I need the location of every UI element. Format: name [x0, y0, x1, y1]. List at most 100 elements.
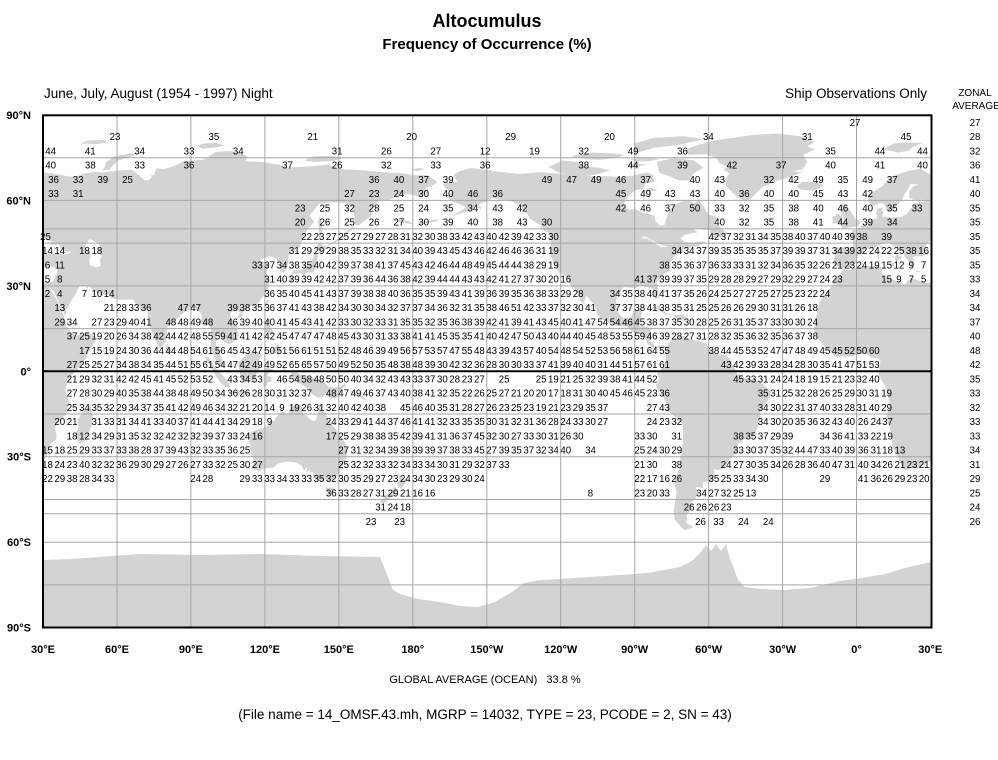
- svg-text:33: 33: [134, 161, 145, 172]
- svg-text:31: 31: [375, 503, 386, 514]
- svg-text:42: 42: [486, 246, 497, 257]
- svg-text:41: 41: [141, 318, 152, 329]
- svg-text:30: 30: [363, 332, 374, 343]
- svg-text:45: 45: [474, 446, 485, 457]
- svg-text:35: 35: [153, 403, 164, 414]
- svg-text:30: 30: [351, 318, 362, 329]
- svg-text:10: 10: [92, 289, 103, 300]
- svg-text:150°E: 150°E: [324, 644, 354, 656]
- svg-text:55: 55: [659, 346, 670, 357]
- svg-text:30: 30: [363, 303, 374, 314]
- svg-text:24: 24: [709, 289, 720, 300]
- svg-text:34: 34: [758, 232, 769, 243]
- svg-text:49: 49: [388, 346, 399, 357]
- svg-text:40: 40: [338, 403, 349, 414]
- svg-text:46: 46: [511, 246, 522, 257]
- svg-text:34: 34: [129, 332, 140, 343]
- svg-text:35: 35: [474, 417, 485, 428]
- svg-text:30: 30: [536, 431, 547, 442]
- svg-text:35: 35: [758, 460, 769, 471]
- svg-text:39: 39: [97, 175, 108, 186]
- svg-text:46: 46: [203, 403, 214, 414]
- svg-text:20: 20: [54, 417, 65, 428]
- svg-text:37: 37: [696, 246, 707, 257]
- svg-text:37: 37: [684, 275, 695, 286]
- svg-text:35: 35: [412, 318, 423, 329]
- svg-text:41: 41: [634, 275, 645, 286]
- svg-text:27: 27: [746, 289, 757, 300]
- svg-text:23: 23: [314, 232, 325, 243]
- svg-text:35: 35: [970, 218, 981, 229]
- svg-text:38: 38: [807, 332, 818, 343]
- svg-text:26: 26: [320, 218, 331, 229]
- svg-text:33: 33: [375, 460, 386, 471]
- svg-text:61: 61: [647, 360, 658, 371]
- svg-text:34: 34: [887, 218, 898, 229]
- svg-text:28: 28: [388, 232, 399, 243]
- svg-text:31: 31: [264, 275, 275, 286]
- svg-text:19: 19: [289, 403, 300, 414]
- svg-text:33: 33: [289, 474, 300, 485]
- svg-text:34: 34: [363, 374, 374, 385]
- svg-text:31: 31: [73, 189, 84, 200]
- svg-text:53: 53: [597, 346, 608, 357]
- svg-text:48: 48: [314, 374, 325, 385]
- svg-text:35: 35: [388, 431, 399, 442]
- svg-text:51: 51: [511, 303, 522, 314]
- svg-text:37: 37: [882, 417, 893, 428]
- svg-text:27: 27: [338, 446, 349, 457]
- svg-text:19: 19: [548, 246, 559, 257]
- svg-text:34: 34: [400, 460, 411, 471]
- svg-text:29: 29: [326, 246, 337, 257]
- svg-text:43: 43: [511, 346, 522, 357]
- svg-text:42: 42: [252, 332, 263, 343]
- svg-text:22: 22: [462, 389, 473, 400]
- svg-text:27: 27: [733, 289, 744, 300]
- svg-text:47: 47: [566, 175, 577, 186]
- svg-text:42: 42: [264, 332, 275, 343]
- svg-text:38: 38: [400, 446, 411, 457]
- svg-text:29: 29: [54, 318, 65, 329]
- svg-text:42: 42: [486, 318, 497, 329]
- svg-text:48: 48: [412, 360, 423, 371]
- svg-text:32: 32: [351, 460, 362, 471]
- svg-text:14: 14: [264, 403, 275, 414]
- svg-text:43: 43: [301, 303, 312, 314]
- svg-text:49: 49: [542, 175, 553, 186]
- svg-text:51: 51: [314, 346, 325, 357]
- svg-text:27: 27: [394, 218, 405, 229]
- svg-text:30: 30: [770, 417, 781, 428]
- svg-text:22: 22: [301, 232, 312, 243]
- svg-text:33: 33: [858, 431, 869, 442]
- svg-text:26: 26: [178, 460, 189, 471]
- svg-text:27: 27: [92, 318, 103, 329]
- svg-text:34: 34: [79, 403, 90, 414]
- svg-text:33: 33: [104, 417, 115, 428]
- svg-text:41: 41: [425, 332, 436, 343]
- svg-text:36: 36: [141, 303, 152, 314]
- svg-text:37: 37: [338, 275, 349, 286]
- svg-text:43: 43: [721, 360, 732, 371]
- svg-text:48: 48: [597, 332, 608, 343]
- svg-text:50: 50: [264, 346, 275, 357]
- svg-text:40: 40: [597, 389, 608, 400]
- svg-text:23: 23: [844, 374, 855, 385]
- svg-text:43: 43: [486, 346, 497, 357]
- svg-text:50: 50: [338, 374, 349, 385]
- svg-text:38: 38: [338, 246, 349, 257]
- svg-text:23: 23: [462, 374, 473, 385]
- svg-text:23: 23: [499, 403, 510, 414]
- svg-text:37: 37: [770, 246, 781, 257]
- svg-text:34: 34: [970, 446, 981, 457]
- svg-text:35: 35: [838, 175, 849, 186]
- svg-text:49: 49: [190, 318, 201, 329]
- svg-text:42: 42: [351, 403, 362, 414]
- svg-text:23: 23: [523, 403, 534, 414]
- svg-text:30: 30: [548, 232, 559, 243]
- svg-text:32: 32: [437, 389, 448, 400]
- svg-text:22: 22: [783, 403, 794, 414]
- svg-text:34: 34: [375, 446, 386, 457]
- svg-text:36: 36: [807, 460, 818, 471]
- svg-text:33: 33: [264, 474, 275, 485]
- svg-text:49: 49: [474, 261, 485, 272]
